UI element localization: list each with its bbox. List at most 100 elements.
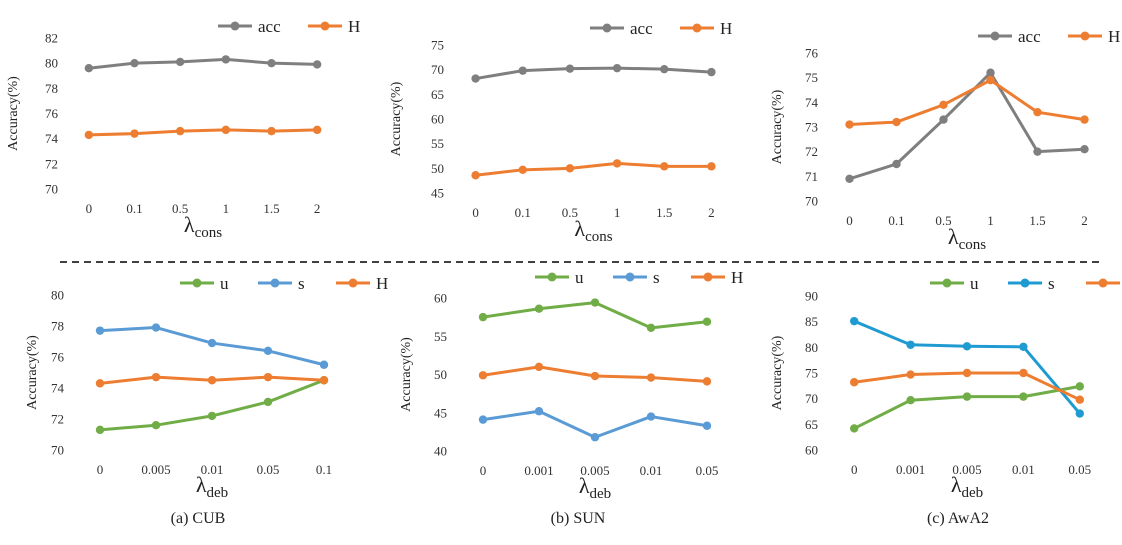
chart-sun-deb: 40 45 50 55 60 Accuracy(%) 0 0.001 0.005 0.01 0.05… xyxy=(399,268,743,502)
y-tick-label: 75 xyxy=(805,70,818,85)
legend-marker-H xyxy=(1080,31,1090,41)
data-point-u xyxy=(850,424,859,433)
x-tick-label: 0.01 xyxy=(1012,462,1035,477)
x-tick-label: 1.5 xyxy=(656,205,672,220)
x-tick-label: 0 xyxy=(480,463,487,478)
data-point-s xyxy=(95,326,105,335)
y-axis-label: Accuracy(%) xyxy=(770,89,785,164)
y-tick-label: 50 xyxy=(431,161,444,176)
x-tick-label: 0.01 xyxy=(201,462,224,477)
x-tick-label: 0.05 xyxy=(696,463,719,478)
data-point-H xyxy=(95,379,105,388)
x-axis-label: λcons xyxy=(184,212,222,241)
data-point-H xyxy=(267,126,276,136)
y-axis-label: Accuracy(%) xyxy=(25,335,40,410)
data-point-s xyxy=(590,433,600,442)
x-tick-label: 0.05 xyxy=(1068,462,1091,477)
data-point-s xyxy=(1075,409,1085,418)
legend-label-s: s xyxy=(653,268,660,287)
y-tick-label: 85 xyxy=(805,314,818,329)
data-point-H xyxy=(312,125,322,135)
data-point-H xyxy=(845,120,854,129)
y-tick-label: 71 xyxy=(805,169,818,184)
y-tick-label: 82 xyxy=(45,31,58,46)
legend-marker-u xyxy=(942,278,952,288)
data-point-H xyxy=(263,372,273,382)
legend-label-H: H xyxy=(376,274,388,293)
data-point-H xyxy=(590,371,600,381)
legend-label-H: H xyxy=(348,17,360,36)
x-tick-label: 0.1 xyxy=(126,201,142,216)
chart-cub-cons: 70 72 74 76 78 80 82 Accuracy(%) 0 0.1 0.5 1 1.5 2 λco… xyxy=(6,17,360,241)
y-tick-label: 80 xyxy=(805,340,818,355)
data-point-s xyxy=(478,415,488,424)
legend-marker-acc xyxy=(990,31,1000,41)
data-point-acc xyxy=(471,74,480,83)
data-point-acc xyxy=(612,63,622,73)
x-tick-label: 0.5 xyxy=(172,201,188,216)
data-point-H xyxy=(1033,108,1042,117)
x-tick-label: 2 xyxy=(708,205,715,220)
data-point-acc xyxy=(221,55,231,64)
y-tick-label: 60 xyxy=(434,291,447,306)
y-tick-label: 40 xyxy=(434,444,447,459)
chart-cub-deb: 70 72 74 76 78 80 Accuracy(%) 0 0.005 0.01 0.05 0.1… xyxy=(25,274,388,501)
y-axis-label: Accuracy(%) xyxy=(770,335,785,410)
legend-label-acc: acc xyxy=(1018,27,1041,46)
x-tick-label: 1.5 xyxy=(263,201,279,216)
data-point-acc xyxy=(892,159,901,169)
data-point-u xyxy=(906,396,915,405)
y-tick-label: 76 xyxy=(45,106,59,121)
data-point-u xyxy=(1075,382,1085,391)
caption-cub: (a) CUB xyxy=(170,510,226,527)
legend-label-u: u xyxy=(970,274,979,293)
data-point-s xyxy=(1019,342,1028,352)
data-point-H xyxy=(151,372,161,382)
x-tick-label: 0 xyxy=(97,462,104,477)
data-point-u xyxy=(534,304,544,313)
y-tick-label: 60 xyxy=(431,112,444,127)
data-point-acc xyxy=(312,60,322,69)
y-tick-label: 50 xyxy=(434,367,447,382)
data-point-H xyxy=(319,376,329,385)
data-point-u xyxy=(962,392,972,401)
data-point-acc xyxy=(845,174,854,183)
data-point-u xyxy=(646,323,656,333)
data-point-u xyxy=(151,421,161,430)
data-point-s xyxy=(319,360,329,369)
data-point-acc xyxy=(175,57,185,67)
chart-awa2-cons: 70 71 72 73 74 75 76 Accuracy(%) 0 0.1 0.5 1 1.5 2 λco… xyxy=(770,27,1120,253)
data-point-s xyxy=(263,346,273,355)
y-tick-label: 72 xyxy=(51,412,64,427)
y-tick-label: 72 xyxy=(805,144,818,159)
y-tick-label: 80 xyxy=(51,288,64,303)
legend-label-u: u xyxy=(575,268,584,287)
data-point-acc xyxy=(707,67,716,77)
legend-label-H: H xyxy=(720,19,732,38)
y-tick-label: 75 xyxy=(431,38,444,53)
data-point-acc xyxy=(660,64,669,74)
legend-marker-u xyxy=(547,272,557,282)
data-point-u xyxy=(95,425,105,435)
data-point-u xyxy=(590,298,600,307)
y-tick-label: 80 xyxy=(45,56,58,71)
data-point-H xyxy=(207,376,217,385)
y-tick-label: 72 xyxy=(45,156,58,171)
data-point-H xyxy=(84,130,94,140)
legend-marker-H xyxy=(348,278,358,288)
x-tick-label: 0.1 xyxy=(888,213,904,228)
data-point-s xyxy=(906,340,915,349)
y-tick-label: 78 xyxy=(45,81,58,96)
series-line-H xyxy=(475,161,712,177)
x-axis-label: λdeb xyxy=(196,472,228,501)
x-tick-label: 0.001 xyxy=(524,463,553,478)
x-tick-label: 2 xyxy=(314,201,321,216)
y-tick-label: 70 xyxy=(805,194,818,209)
data-point-s xyxy=(850,316,859,326)
y-tick-label: 76 xyxy=(805,46,819,61)
x-tick-label: 1 xyxy=(987,213,994,228)
legend-label-acc: acc xyxy=(630,19,653,38)
data-point-acc xyxy=(939,115,948,124)
data-point-H xyxy=(1075,395,1085,404)
data-point-u xyxy=(263,397,273,407)
